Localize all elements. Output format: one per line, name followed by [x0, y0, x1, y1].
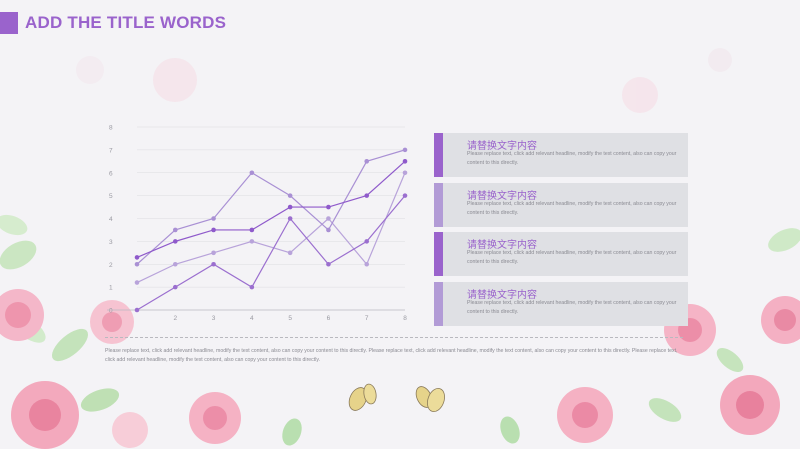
x-tick-label: 5 [288, 315, 292, 322]
series-point [249, 170, 255, 176]
series-point [134, 261, 140, 267]
series-point [402, 193, 408, 198]
series-point [364, 159, 370, 164]
series-point [364, 261, 370, 267]
series-point [172, 261, 178, 267]
series-point [287, 193, 293, 198]
y-tick-label: 6 [109, 170, 113, 177]
series-point [402, 147, 408, 153]
x-tick-label: 4 [250, 315, 254, 322]
x-tick-label: 2 [173, 315, 177, 322]
text-card: 请替换文字内容 Please replace text, click add r… [434, 133, 688, 177]
y-tick-label: 3 [109, 239, 113, 246]
series-point [326, 216, 331, 221]
text-card: 请替换文字内容 Please replace text, click add r… [434, 232, 688, 276]
series-point [172, 239, 178, 244]
card-body: Please replace text, click add relevant … [467, 201, 677, 216]
series-point [134, 307, 140, 313]
series-point [211, 261, 216, 267]
text-card: 请替换文字内容 Please replace text, click add r… [434, 282, 688, 326]
card-accent [434, 183, 443, 227]
y-tick-label: 2 [109, 262, 113, 269]
card-accent [434, 232, 443, 276]
series-point [172, 284, 178, 290]
series-point [134, 280, 140, 285]
card-title: 请替换文字内容 [467, 141, 537, 152]
series-point [211, 250, 216, 256]
x-tick-label: 7 [365, 315, 369, 322]
y-tick-label: 4 [109, 216, 113, 223]
card-body: Please replace text, click add relevant … [467, 300, 677, 315]
series-point [249, 284, 255, 290]
series-line-2 [136, 149, 406, 265]
card-title: 请替换文字内容 [467, 191, 537, 202]
series-point [326, 204, 331, 210]
divider-line [105, 337, 683, 338]
card-body: Please replace text, click add relevant … [467, 151, 677, 166]
series-line-3 [136, 160, 406, 258]
y-tick-label: 5 [109, 193, 113, 200]
series-point [287, 250, 293, 256]
series-point [364, 193, 370, 198]
text-card: 请替换文字内容 Please replace text, click add r… [434, 183, 688, 227]
title-accent-bar [0, 12, 18, 34]
card-title: 请替换文字内容 [467, 290, 537, 301]
card-accent [434, 282, 443, 326]
y-tick-label: 8 [109, 125, 113, 132]
series-point [211, 227, 216, 233]
series-point [402, 159, 408, 164]
series-line-4 [136, 195, 406, 311]
series-point [287, 216, 293, 221]
series-point [326, 261, 331, 267]
series-point [364, 239, 370, 244]
y-tick-label: 0 [109, 308, 113, 315]
card-body: Please replace text, click add relevant … [467, 250, 677, 265]
footer-text: Please replace text, click add relevant … [105, 348, 678, 363]
series-point [402, 170, 408, 176]
series-point [211, 216, 216, 221]
x-tick-label: 8 [403, 315, 407, 322]
x-tick-label: 6 [327, 315, 331, 322]
series-point [249, 239, 255, 244]
series-point [326, 227, 331, 233]
card-title: 请替换文字内容 [467, 240, 537, 251]
series-point [172, 227, 178, 233]
series-point [134, 255, 140, 260]
series-line-1 [136, 172, 406, 284]
x-tick-label: 3 [212, 315, 216, 322]
card-accent [434, 133, 443, 177]
y-tick-label: 1 [109, 285, 113, 292]
series-point [249, 227, 255, 233]
series-point [287, 204, 293, 210]
y-tick-label: 7 [109, 147, 113, 154]
page-title: ADD THE TITLE WORDS [25, 13, 227, 32]
